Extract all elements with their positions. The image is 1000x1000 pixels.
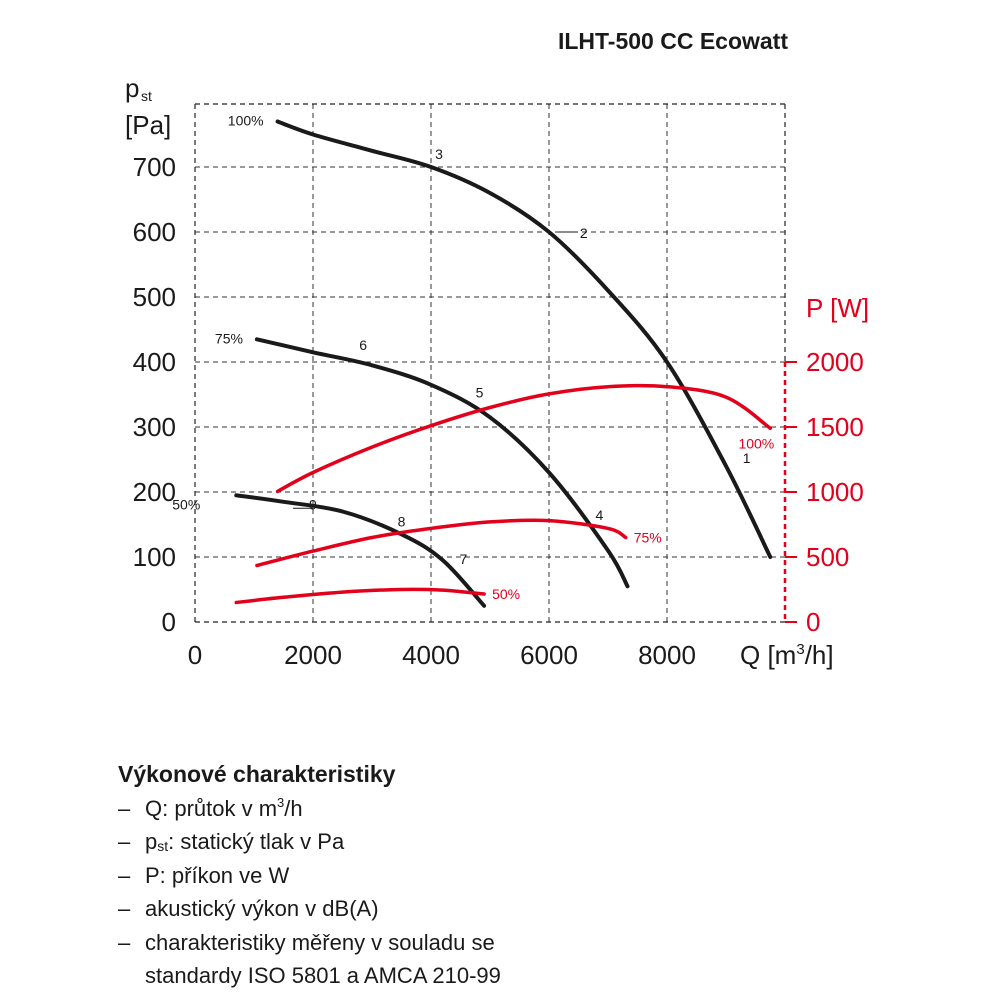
legend-dash: – — [118, 829, 131, 854]
legend-standards-continued: standardy ISO 5801 a AMCA 210-99 — [145, 963, 501, 988]
legend-flow-sup: 3 — [277, 794, 285, 810]
operating-point-label: 9 — [309, 496, 317, 512]
power-axis-label: P [W] — [806, 293, 869, 323]
legend-flow-unit: /h — [284, 795, 303, 821]
x-axis-label-sup: 3 — [796, 641, 804, 658]
chart-title: ILHT-500 CC Ecowatt — [557, 28, 788, 54]
power-curve-50 — [234, 587, 486, 605]
legend-item-power: – P: příkon ve W — [118, 859, 501, 893]
operating-point-label: 1 — [743, 450, 751, 466]
x-axis-label-tail: /h] — [805, 640, 834, 670]
operating-point-label: 7 — [460, 551, 468, 567]
power-tick-label: 0 — [806, 607, 820, 637]
power-speed-label: 75% — [634, 530, 662, 546]
y-axis-label-symbol: p — [125, 73, 139, 103]
x-tick-label: 0 — [188, 640, 202, 670]
y-tick-label: 300 — [133, 412, 176, 442]
legend-acoustic-text: akustický výkon v dB(A) — [145, 896, 379, 921]
y-tick-label: 400 — [133, 347, 176, 377]
y-tick-label: 700 — [133, 152, 176, 182]
pressure-speed-label: 50% — [172, 496, 200, 512]
pressure-speed-label: 75% — [215, 330, 243, 346]
operating-point-label: 3 — [435, 146, 443, 162]
x-tick-label: 4000 — [402, 640, 460, 670]
legend-flow-text: Q: průtok v m — [145, 795, 278, 821]
pressure-curve-75 — [254, 337, 630, 589]
y-axis-label-unit: [Pa] — [125, 110, 171, 140]
operating-point-label: 2 — [580, 225, 588, 241]
legend-dash: – — [118, 896, 131, 921]
legend-item-standards: – charakteristiky měřeny v souladu se — [118, 926, 501, 960]
power-curve-75 — [255, 518, 628, 568]
x-tick-label: 8000 — [638, 640, 696, 670]
legend-pressure-text: : statický tlak v Pa — [168, 829, 345, 854]
x-tick-label: 6000 — [520, 640, 578, 670]
legend-dash: – — [118, 929, 131, 955]
y-tick-label: 500 — [133, 282, 176, 312]
legend-pressure-symbol: p — [145, 829, 158, 854]
power-tick-label: 1500 — [806, 412, 864, 442]
operating-point-label: 4 — [595, 507, 603, 523]
pressure-curve-50 — [234, 493, 487, 608]
y-tick-label: 600 — [133, 217, 176, 247]
legend-dash: – — [118, 862, 131, 888]
operating-point-label: 8 — [398, 513, 406, 529]
legend-heading: Výkonové charakteristiky — [118, 761, 396, 787]
operating-point-label: 6 — [359, 337, 367, 353]
power-tick-label: 500 — [806, 542, 849, 572]
legend-pressure-sub: st — [157, 838, 169, 854]
legend: Výkonové charakteristiky – Q: průtok v m… — [118, 758, 501, 993]
y-axis-label-subscript: st — [141, 88, 152, 104]
x-axis-label: Q [m3/h] — [740, 640, 834, 670]
power-speed-label: 100% — [738, 435, 774, 451]
power-speed-label: 50% — [492, 586, 520, 602]
pressure-speed-label: 100% — [228, 113, 264, 129]
power-tick-label: 1000 — [806, 477, 864, 507]
operating-point-label: 5 — [476, 385, 484, 401]
legend-dash: – — [118, 795, 131, 821]
legend-item-flow: – Q: průtok v m3/h — [118, 792, 501, 826]
power-tick-label: 2000 — [806, 347, 864, 377]
legend-item-pressure: – pst: statický tlak v Pa — [118, 825, 501, 859]
y-tick-label: 200 — [133, 477, 176, 507]
x-tick-label: 2000 — [284, 640, 342, 670]
legend-item-acoustic: – akustický výkon v dB(A) — [118, 892, 501, 926]
x-axis-label-main: Q [m — [740, 640, 796, 670]
pressure-curve-100 — [275, 119, 773, 559]
power-curve-100 — [275, 383, 773, 494]
legend-power-text: P: příkon ve W — [145, 862, 290, 888]
legend-standards-text: charakteristiky měřeny v souladu se — [145, 929, 495, 955]
y-tick-label: 0 — [162, 607, 176, 637]
y-tick-label: 100 — [133, 542, 176, 572]
